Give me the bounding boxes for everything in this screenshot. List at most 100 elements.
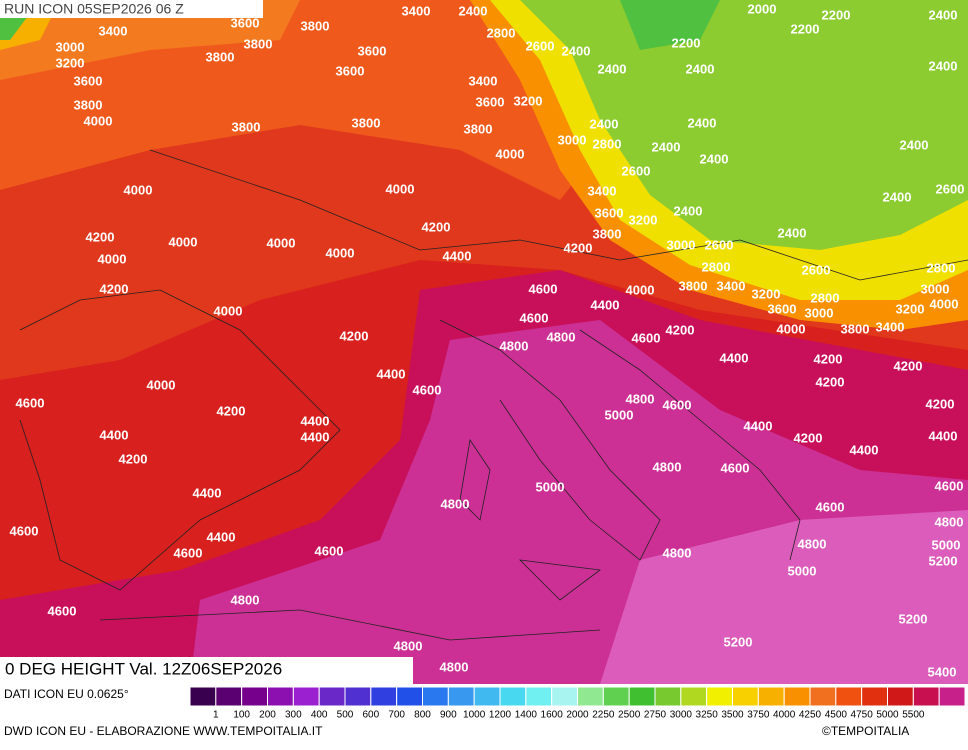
contour-label: 3600	[476, 94, 505, 109]
contour-label: 2400	[778, 225, 807, 240]
legend-label: 4250	[799, 710, 822, 721]
contour-label: 3600	[358, 43, 387, 58]
contour-label: 4600	[174, 545, 203, 560]
contour-label: 3800	[244, 36, 273, 51]
contour-label: 3000	[921, 281, 950, 296]
contour-label: 4000	[496, 146, 525, 161]
contour-label: 2600	[802, 262, 831, 277]
legend-swatch	[706, 686, 734, 707]
contour-label: 4400	[100, 427, 129, 442]
legend-swatch	[680, 686, 708, 707]
legend-label: 1000	[463, 710, 486, 721]
contour-label: 4200	[926, 396, 955, 411]
contour-label: 4200	[340, 328, 369, 343]
contour-label: 3000	[56, 39, 85, 54]
field-light-pink	[600, 510, 968, 684]
contour-label: 3600	[768, 301, 797, 316]
contour-label: 4600	[48, 603, 77, 618]
contour-label: 2400	[674, 203, 703, 218]
legend-swatch	[473, 686, 501, 707]
contour-label: 4200	[564, 240, 593, 255]
data-source: DATI ICON EU 0.0625°	[4, 687, 129, 701]
map-title: 0 DEG HEIGHT Val. 12Z06SEP2026	[5, 659, 282, 678]
contour-label: 2400	[590, 116, 619, 131]
contour-label: 3200	[896, 301, 925, 316]
contour-label: 5000	[605, 407, 634, 422]
legend-label: 400	[311, 710, 328, 721]
field-dark-green	[0, 0, 720, 50]
title-box	[0, 657, 413, 684]
contour-label: 4400	[929, 428, 958, 443]
header-box	[0, 0, 263, 18]
contour-label: 3400	[402, 3, 431, 18]
contour-label: 4200	[894, 358, 923, 373]
contour-label: 2800	[927, 260, 956, 275]
contour-label: 5000	[932, 537, 961, 552]
coastline	[579, 329, 801, 561]
contour-label: 4200	[814, 351, 843, 366]
contour-label: 4800	[626, 391, 655, 406]
contour-label: 2400	[598, 61, 627, 76]
legend-swatch	[422, 686, 449, 707]
legend-swatch	[396, 686, 423, 707]
legend-swatch	[499, 686, 527, 707]
legend-label: 3250	[696, 710, 719, 721]
contour-label: 4800	[653, 459, 682, 474]
coastline	[99, 609, 601, 641]
legend-swatch	[654, 686, 682, 707]
contour-label: 3600	[595, 205, 624, 220]
contour-label: 3800	[232, 119, 261, 134]
legend-swatch	[189, 686, 217, 707]
legend-label: 1	[213, 710, 219, 721]
legend-swatch	[732, 686, 759, 707]
legend-label: 500	[337, 710, 354, 721]
legend-label: 2500	[618, 710, 641, 721]
contour-label: 3200	[752, 286, 781, 301]
legend-label: 3750	[747, 710, 770, 721]
contour-label: 3800	[841, 321, 870, 336]
contour-label: 2400	[562, 43, 591, 58]
contour-label: 4400	[207, 529, 236, 544]
contour-label: 4400	[443, 248, 472, 263]
contour-label: 4400	[301, 429, 330, 444]
contour-label: 4400	[720, 350, 749, 365]
contour-label: 4800	[500, 338, 529, 353]
contour-label: 4600	[16, 395, 45, 410]
legend: 1 100 200 300 400 500 600 700 800 900 1000 1200 1400…	[189, 686, 966, 721]
legend-swatch	[370, 686, 398, 707]
contour-label: 5000	[788, 563, 817, 578]
contour-label: 3600	[231, 15, 260, 30]
legend-label: 4000	[773, 710, 796, 721]
contour-label: 4000	[169, 234, 198, 249]
contour-label: 3400	[99, 23, 128, 38]
legend-label: 800	[414, 710, 431, 721]
contour-label: 3400	[876, 319, 905, 334]
legend-label: 100	[233, 710, 250, 721]
legend-label: 4750	[851, 710, 874, 721]
contour-label: 4400	[377, 366, 406, 381]
contour-label: 4000	[626, 282, 655, 297]
contour-label: 4800	[440, 659, 469, 674]
contour-label: 2000	[748, 1, 777, 16]
legend-label: 600	[362, 710, 379, 721]
contour-label: 2800	[702, 259, 731, 274]
contour-label: 3200	[629, 212, 658, 227]
legend-swatch	[292, 686, 320, 707]
contour-label: 4600	[632, 330, 661, 345]
legend-label: 2250	[592, 710, 615, 721]
legend-label: 900	[440, 710, 457, 721]
legend-label: 5500	[902, 710, 925, 721]
legend-swatch	[551, 686, 579, 707]
legend-swatch	[215, 686, 243, 707]
contour-label: 4600	[721, 460, 750, 475]
footer-left: DWD ICON EU - ELABORAZIONE WWW.TEMPOITAL…	[4, 724, 323, 738]
contour-label: 3800	[74, 97, 103, 112]
legend-swatch	[912, 686, 940, 707]
legend-swatch	[577, 686, 604, 707]
contour-label: 4200	[119, 451, 148, 466]
contour-label: 4000	[147, 377, 176, 392]
contour-label: 2400	[686, 61, 715, 76]
